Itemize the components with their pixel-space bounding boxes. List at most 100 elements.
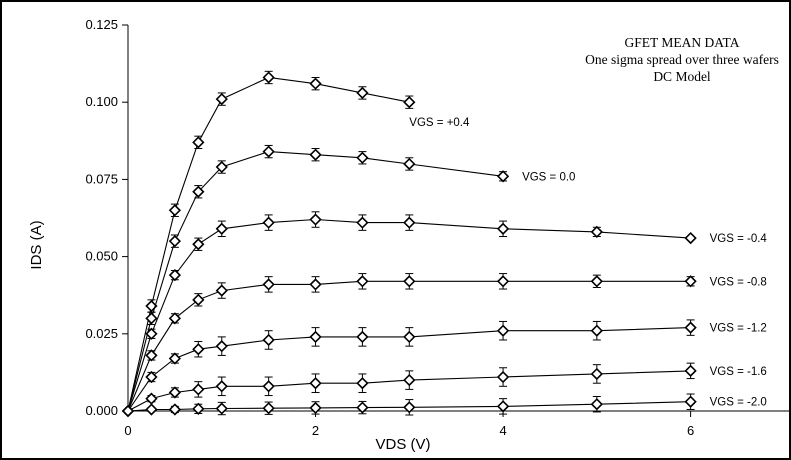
data-point [403,275,416,288]
data-point [262,278,275,291]
data-point [192,293,205,306]
data-point [356,401,369,414]
data-point [215,340,228,353]
data-point [403,96,416,109]
y-tick-label: 0.025 [85,326,118,341]
chart-title: GFET MEAN DATA One sigma spread over thr… [585,35,779,84]
data-point [684,275,697,288]
data-point [168,235,182,248]
data-point [684,231,697,245]
series-label: VGS = 0.0 [522,171,575,183]
data-point [590,367,603,381]
y-tick-label: 0.050 [85,249,118,264]
y-tick-label: 0.075 [85,171,118,186]
y-tick-label: 0.125 [85,17,118,32]
x-tick-label: 0 [124,423,131,438]
series-label: VGS = +0.4 [409,117,470,129]
series-line [127,76,410,412]
data-point [262,216,275,229]
data-point [356,377,369,390]
x-axis-title: VDS (V) [375,436,430,453]
data-point [192,238,205,251]
data-point [496,222,510,235]
data-point [356,216,369,229]
data-point [496,324,510,337]
data-point [309,401,322,415]
data-point [496,170,510,183]
series-label: VGS = -1.6 [710,366,767,378]
data-point [496,275,510,288]
title-line-3: DC Model [653,69,711,84]
data-point [684,321,697,334]
data-point [192,402,205,415]
series-label: VGS = -2.0 [710,397,767,409]
data-point [356,86,369,100]
data-point [215,284,228,297]
data-point [309,213,322,226]
series-line [127,151,504,412]
data-point [309,77,322,90]
data-point [309,377,322,390]
data-point [145,312,158,325]
data-point [309,148,322,161]
data-point [309,330,322,344]
series-label: VGS = -0.8 [710,276,767,288]
data-point [215,402,228,415]
data-point [168,386,182,399]
y-tick-label: 0.000 [85,403,118,418]
data-point [496,400,510,413]
data-point [262,402,275,415]
data-point [168,204,182,217]
data-point [168,312,182,325]
data-point [403,216,416,229]
data-point [215,160,228,174]
data-point [403,401,416,414]
data-point [215,222,228,235]
data-point [192,136,205,149]
data-point [262,145,275,158]
data-point [496,370,510,384]
data-point [590,275,603,288]
data-point [403,373,416,387]
data-point [590,225,603,239]
data-point [192,343,205,356]
data-point [215,380,228,393]
data-point [309,278,322,291]
data-point [356,275,369,288]
data-point [684,395,697,408]
data-point [215,92,228,106]
y-tick-label: 0.100 [85,94,118,109]
data-point [192,383,205,396]
x-tick-label: 2 [312,423,319,438]
data-point [590,398,603,411]
title-line-1: GFET MEAN DATA [625,35,740,50]
data-point [403,330,416,344]
title-line-2: One sigma spread over three wafers [585,52,779,67]
x-tick-label: 4 [499,423,506,438]
data-point [192,185,205,198]
data-point [590,324,603,337]
series-line [127,280,691,412]
y-axis-title: IDS (A) [28,220,45,269]
data-point [168,268,182,282]
x-tick-label: 6 [687,423,694,438]
data-point [262,333,275,347]
series-label: VGS = -0.4 [710,233,768,245]
series-label: VGS = -1.2 [710,323,767,335]
data-point [145,327,158,340]
data-point [145,403,158,416]
data-point [262,71,275,84]
data-point [168,352,182,365]
data-point [145,370,158,384]
data-point [262,380,275,393]
data-point [684,364,697,377]
series-line [127,218,691,412]
data-point [121,404,135,418]
data-point [356,330,369,344]
data-point [356,151,369,164]
series-line [127,327,691,412]
data-point [403,157,416,171]
plot-area: 0.000 0.025 0.050 0.075 0.100 0.125 0 2 4 6 VGS = … [85,17,791,438]
